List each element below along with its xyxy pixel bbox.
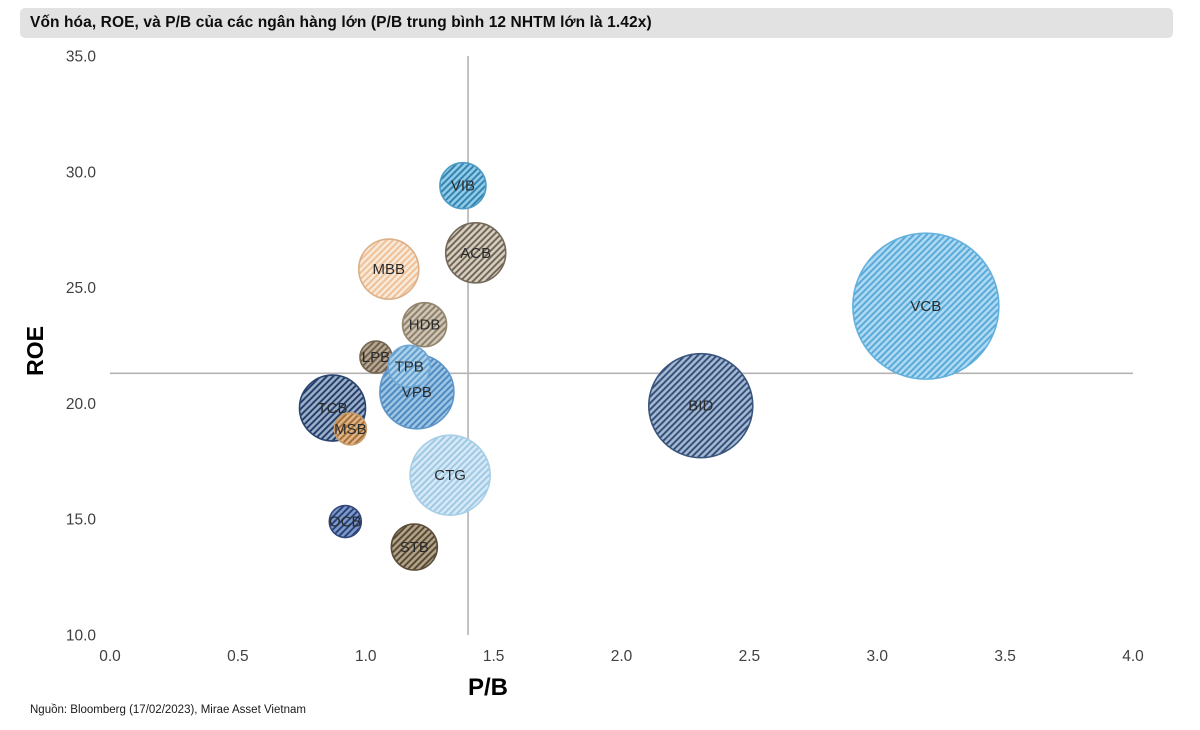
x-tick-label: 1.0 — [355, 648, 377, 665]
bubble-label-HDB: HDB — [409, 317, 441, 334]
bubble-VIB — [439, 161, 487, 210]
bubble-ACB — [444, 222, 507, 284]
bubble-label-OCB: OCB — [329, 514, 362, 531]
y-tick-label: 20.0 — [66, 396, 97, 413]
bubble-MBB — [357, 238, 420, 300]
bubble-label-TCB: TCB — [318, 400, 348, 417]
x-tick-label: 2.5 — [739, 648, 761, 665]
bubble-TPB — [387, 344, 432, 389]
x-axis-title: P/B — [467, 674, 508, 701]
bubble-label-CTG: CTG — [434, 467, 466, 484]
chart-title: Vốn hóa, ROE, và P/B của các ngân hàng l… — [30, 14, 652, 31]
bubble-STB — [390, 523, 439, 571]
y-tick-label: 35.0 — [66, 49, 97, 66]
x-tick-label: 0.5 — [227, 648, 249, 665]
bubble-label-VIB: VIB — [451, 178, 475, 195]
x-tick-label: 3.5 — [994, 648, 1016, 665]
bubble-HDB — [401, 301, 448, 348]
bubble-label-VCB: VCB — [910, 298, 941, 315]
y-axis-title: ROE — [22, 326, 48, 376]
bubble-MSB — [333, 412, 368, 446]
bubble-label-BID: BID — [688, 398, 713, 415]
x-tick-label: 2.0 — [611, 648, 633, 665]
y-tick-label: 30.0 — [66, 164, 97, 181]
bubble-label-LPB: LPB — [362, 349, 390, 366]
x-tick-label: 1.5 — [483, 648, 505, 665]
bubble-label-MBB: MBB — [373, 261, 406, 278]
bubble-VCB — [852, 232, 1000, 380]
chart-title-bar: Vốn hóa, ROE, và P/B của các ngân hàng l… — [20, 8, 1173, 38]
bubble-BID — [647, 352, 754, 459]
bubble-label-STB: STB — [400, 539, 429, 556]
x-tick-label: 0.0 — [99, 648, 121, 665]
x-tick-label: 3.0 — [866, 648, 888, 665]
x-tick-label: 4.0 — [1122, 648, 1144, 665]
source-note: Nguồn: Bloomberg (17/02/2023), Mirae Ass… — [30, 704, 306, 716]
bubble-label-MSB: MSB — [334, 421, 367, 438]
y-tick-label: 10.0 — [66, 628, 97, 645]
bubble-label-ACB: ACB — [460, 245, 491, 262]
bubble-OCB — [328, 504, 363, 539]
bubble-label-TPB: TPB — [395, 358, 424, 375]
bubble-CTG — [409, 434, 491, 516]
y-tick-label: 25.0 — [66, 280, 97, 297]
y-tick-label: 15.0 — [66, 512, 97, 529]
